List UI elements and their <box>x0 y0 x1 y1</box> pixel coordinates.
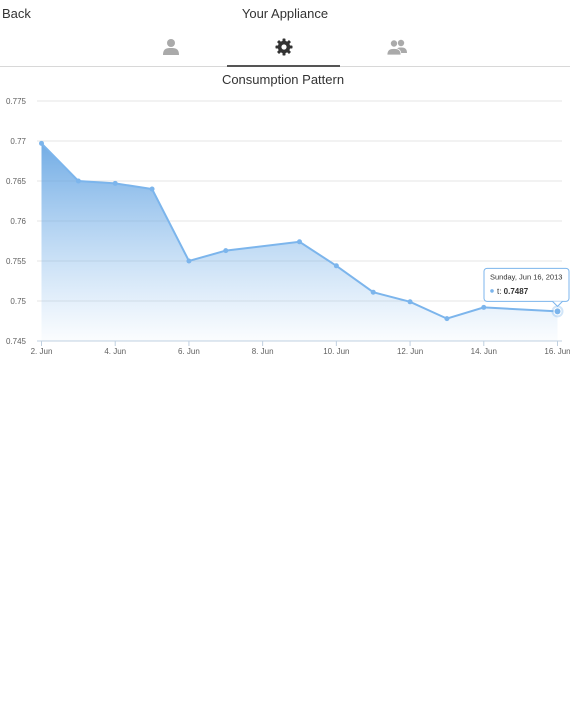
data-point <box>112 180 118 186</box>
data-point <box>481 304 487 310</box>
data-point <box>444 316 450 322</box>
y-tick-label: 0.75 <box>10 297 26 306</box>
header: Back Your Appliance <box>0 0 570 28</box>
y-tick-label: 0.745 <box>6 337 27 346</box>
data-point <box>75 178 81 184</box>
users-icon <box>386 39 407 56</box>
x-tick-label: 16. Jun <box>544 347 570 356</box>
tab-user[interactable] <box>114 30 227 66</box>
tooltip-value: t: 0.7487 <box>497 287 529 296</box>
x-tick-label: 6. Jun <box>178 347 200 356</box>
page-title: Your Appliance <box>241 6 329 21</box>
tab-settings[interactable] <box>227 30 340 67</box>
tab-group[interactable] <box>340 30 453 66</box>
x-tick-label: 14. Jun <box>471 347 497 356</box>
chart-title: Consumption Pattern <box>221 72 345 87</box>
tab-bar <box>0 30 570 67</box>
data-point <box>149 186 155 192</box>
x-tick-label: 12. Jun <box>397 347 423 356</box>
data-point <box>333 263 339 269</box>
y-tick-label: 0.765 <box>6 177 27 186</box>
y-tick-label: 0.775 <box>6 97 27 106</box>
data-point <box>297 239 302 245</box>
x-tick-label: 8. Jun <box>252 347 274 356</box>
data-point <box>223 248 229 254</box>
data-point <box>186 258 192 264</box>
y-tick-label: 0.755 <box>6 257 27 266</box>
gear-icon <box>275 38 292 56</box>
tooltip-series-dot <box>490 289 494 293</box>
consumption-chart: 0.745 0.75 0.755 0.76 0.765 0.77 0.775 2. Jun 4.… <box>6 97 570 356</box>
tooltip-pointer <box>552 301 563 308</box>
x-tick-label: 10. Jun <box>323 347 349 356</box>
tooltip-date: Sunday, Jun 16, 2013 <box>490 272 562 281</box>
data-point <box>370 289 376 295</box>
tooltip-box <box>483 267 570 302</box>
y-tick-label: 0.76 <box>10 217 26 226</box>
y-tick-label: 0.77 <box>10 137 26 146</box>
data-point <box>407 299 413 305</box>
x-tick-label: 2. Jun <box>31 347 53 356</box>
data-point <box>553 307 562 316</box>
user-icon <box>162 39 179 55</box>
data-point <box>39 140 44 146</box>
x-tick-label: 4. Jun <box>104 347 126 356</box>
back-button[interactable]: Back <box>2 6 31 21</box>
